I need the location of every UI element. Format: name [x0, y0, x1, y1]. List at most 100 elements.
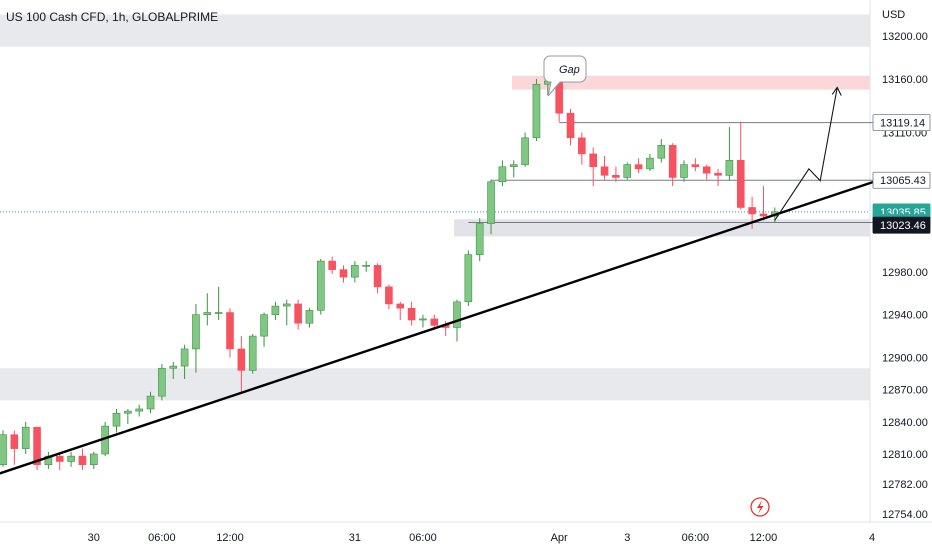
y-tick-label: 12870.00: [882, 385, 928, 397]
candle-body: [589, 153, 598, 168]
x-tick-label: 06:00: [682, 532, 710, 544]
y-tick-label: 12840.00: [882, 417, 928, 429]
candle-body: [419, 318, 427, 321]
candle-body: [634, 164, 643, 170]
candle-body: [464, 254, 473, 303]
candle-body: [714, 172, 722, 176]
price-tag-box: [872, 216, 931, 234]
candle-body: [646, 157, 654, 170]
candle-body: [203, 312, 212, 315]
candle-body: [78, 455, 87, 465]
candle-body: [657, 145, 666, 159]
zones-layer: [0, 14, 870, 401]
candle-body: [702, 166, 711, 174]
candle-body: [339, 269, 348, 278]
gap-callout-bubble: [543, 55, 587, 97]
x-tick-label: 3: [624, 532, 630, 544]
candle-body: [282, 303, 291, 307]
projection-path: [774, 87, 838, 221]
candles-layer: [0, 76, 779, 471]
candle-body: [316, 260, 325, 311]
price-tag-box: [872, 171, 931, 189]
candle-body: [237, 348, 246, 371]
candle-body: [521, 137, 529, 165]
candle-body: [146, 395, 155, 410]
candle-body: [578, 137, 586, 155]
x-tick-label: 31: [349, 532, 361, 544]
candle-body: [271, 305, 280, 315]
candle-body: [475, 223, 484, 255]
price-tag-label: 13023.46: [880, 220, 926, 232]
projection-arrowhead: [831, 86, 842, 96]
candle-body: [373, 265, 382, 288]
candle-body: [748, 207, 756, 215]
y-tick-label: 12980.00: [882, 267, 928, 279]
candle-body: [169, 365, 178, 369]
candle-body: [736, 160, 745, 208]
candle-body: [498, 166, 507, 183]
x-tick-label: 4: [869, 532, 875, 544]
candle-body: [725, 160, 734, 176]
candle-body: [487, 181, 495, 224]
y-tick-label: 13160.00: [882, 74, 928, 86]
x-tick-label: Apr: [551, 532, 568, 544]
x-tick-label: 06:00: [148, 532, 176, 544]
candle-body: [124, 410, 132, 414]
candle-body: [192, 314, 200, 350]
candle-body: [680, 164, 688, 178]
x-tick-label: 12:00: [216, 532, 244, 544]
y-tick-label: 12940.00: [882, 310, 928, 322]
price-tag-label: 13065.43: [880, 175, 926, 187]
candle-body: [691, 164, 700, 168]
zone-box: [0, 14, 870, 47]
x-tick-label: 30: [88, 532, 100, 544]
candle-body: [509, 164, 518, 168]
candle-body: [180, 348, 189, 367]
candle-body: [385, 286, 393, 305]
price-tag-label: 13119.14: [880, 118, 925, 130]
candle-body: [90, 453, 98, 465]
candle-body: [214, 312, 223, 314]
y-tick-label: 12810.00: [882, 449, 928, 461]
candle-body: [362, 265, 371, 267]
candle-body: [135, 408, 143, 412]
candle-body: [453, 301, 461, 328]
candle-body: [668, 145, 677, 178]
zone-box: [0, 368, 870, 401]
candle-body: [305, 310, 314, 324]
currency-label: USD: [882, 9, 905, 21]
candle-body: [623, 164, 632, 178]
candle-body: [396, 303, 405, 309]
gap-annotation: Gap: [559, 64, 580, 76]
x-tick-label: 06:00: [409, 532, 437, 544]
candle-body: [55, 455, 64, 462]
chart-title: US 100 Cash CFD, 1h, GLOBALPRIME: [6, 10, 218, 24]
candle-body: [226, 312, 234, 350]
candle-body: [328, 260, 336, 270]
lines-layer: [0, 0, 932, 523]
candle-body: [532, 83, 541, 139]
candle-body: [407, 307, 416, 321]
x-tick-label: 12:00: [750, 532, 778, 544]
candle-body: [612, 175, 620, 178]
candle-body: [430, 318, 439, 326]
candle-body: [351, 265, 359, 278]
trendline: [0, 172, 901, 475]
zone-box: [454, 219, 870, 237]
y-tick-label: 12900.00: [882, 353, 928, 365]
zone-box: [512, 75, 870, 90]
candle-body: [33, 426, 41, 465]
candle-body: [600, 166, 609, 176]
flash-icon[interactable]: [750, 497, 770, 517]
candle-body: [21, 426, 30, 449]
y-tick-label: 13200.00: [882, 31, 928, 43]
candle-body: [566, 112, 575, 139]
y-tick-label: 12782.00: [882, 479, 928, 491]
candle-body: [759, 213, 768, 217]
candle-body: [158, 367, 166, 397]
y-tick-label: 12754.00: [882, 509, 928, 521]
time-axis[interactable]: 30 06:00 12:00 31 06:00 Apr 3 06:00 12:00 4: [88, 532, 875, 544]
drawings-layer: Gap: [0, 55, 901, 475]
